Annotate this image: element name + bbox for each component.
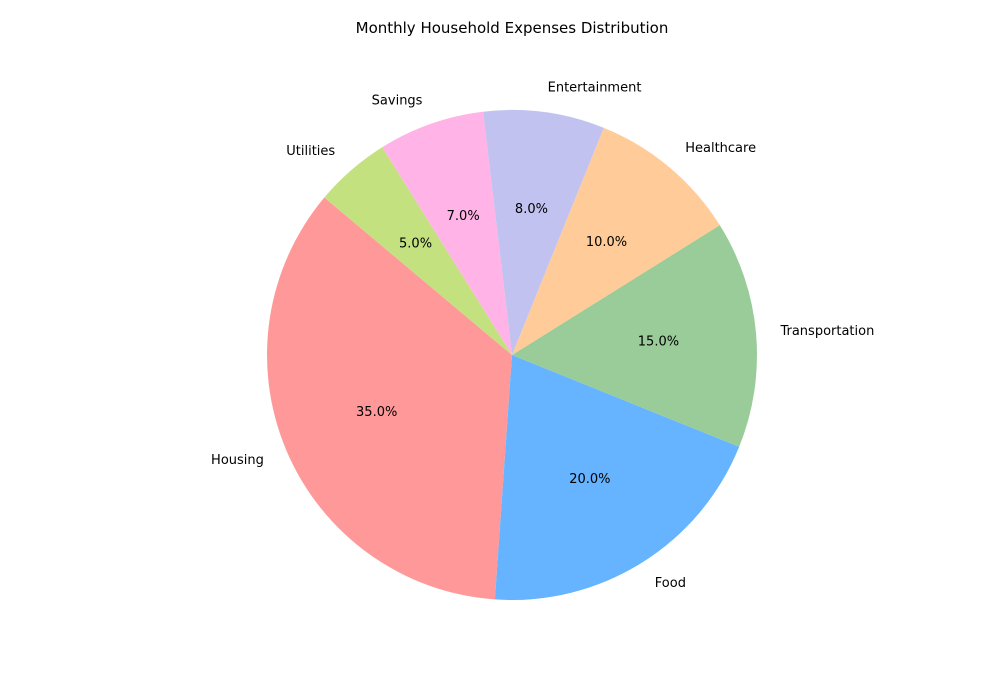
- pct-label-savings: 7.0%: [447, 209, 480, 224]
- pie-slice-food: [494, 355, 740, 600]
- pct-label-transportation: 15.0%: [638, 335, 679, 350]
- slice-label-entertainment: Entertainment: [548, 80, 642, 95]
- slice-label-healthcare: Healthcare: [685, 141, 756, 156]
- slice-label-housing: Housing: [211, 453, 264, 468]
- pie-slice-healthcare: [512, 127, 720, 355]
- pct-label-food: 20.0%: [569, 472, 610, 487]
- pct-label-entertainment: 8.0%: [515, 202, 548, 217]
- pie-slice-utilities: [324, 147, 512, 355]
- slices-layer: [267, 109, 757, 600]
- pie-slice-transportation: [512, 225, 757, 447]
- pie-slice-entertainment: [482, 109, 604, 355]
- pct-label-utilities: 5.0%: [399, 237, 432, 252]
- slice-label-food: Food: [655, 576, 686, 591]
- slice-label-utilities: Utilities: [286, 144, 335, 159]
- slice-label-transportation: Transportation: [779, 324, 874, 339]
- pct-label-healthcare: 10.0%: [586, 235, 627, 250]
- chart-title: Monthly Household Expenses Distribution: [356, 19, 669, 37]
- labels-layer: 35.0% Housing 20.0% Food 15.0% Transportation…: [211, 80, 874, 591]
- pie-slice-housing: [267, 197, 512, 600]
- pct-label-housing: 35.0%: [356, 405, 397, 420]
- pie-slice-savings: [382, 111, 512, 355]
- slice-label-savings: Savings: [372, 93, 423, 108]
